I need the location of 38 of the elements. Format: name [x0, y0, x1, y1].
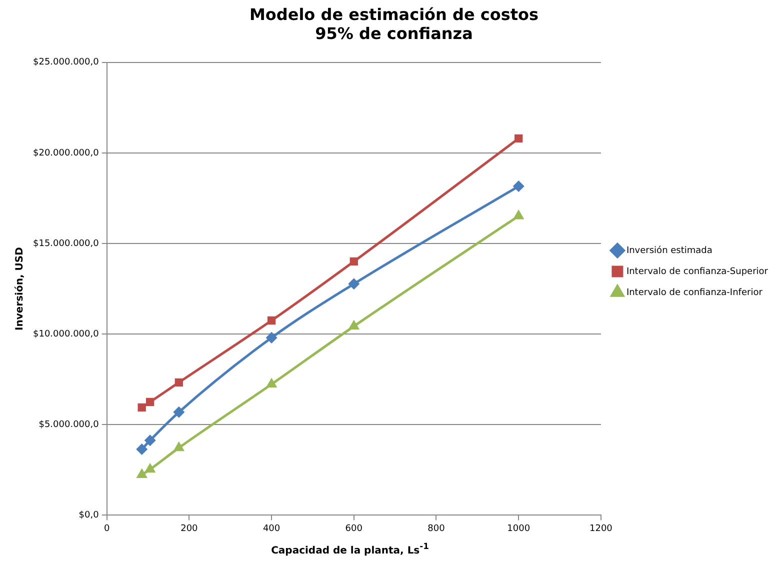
- point: [174, 406, 184, 418]
- legend-label: Intervalo de confianza-Inferior: [626, 288, 763, 298]
- point: [174, 378, 183, 387]
- text: Modelo de estimación de costos: [249, 4, 539, 24]
- x-tick-label: 1200: [589, 524, 613, 534]
- point: [514, 134, 523, 143]
- point: [513, 181, 524, 192]
- y-tick-label: $20.000.000,0: [33, 148, 100, 158]
- point: [266, 379, 276, 388]
- point: [144, 435, 156, 446]
- y-tick-label: $10.000.000,0: [33, 329, 100, 340]
- point: [174, 442, 184, 452]
- x-axis-title: Capacidad de la planta, Ls$^{-1}$: [270, 541, 430, 556]
- x-tick-label: 800: [428, 524, 446, 534]
- point: [349, 321, 359, 330]
- point: [348, 278, 360, 290]
- point: [146, 398, 154, 406]
- y-tick-label: $0,0: [78, 510, 100, 521]
- legend-label: Inversión estimada: [626, 244, 712, 256]
- y-tick-label: $5.000.000,0: [38, 420, 100, 430]
- x-tick-label: 400: [262, 524, 280, 534]
- legend-label: Intervalo de confianza-Superior: [626, 266, 768, 277]
- point: [138, 403, 146, 412]
- point: [136, 444, 148, 455]
- point: [145, 464, 155, 473]
- y-axis-title: Inversión, USD: [14, 247, 26, 330]
- point: [137, 470, 147, 478]
- x-tick-label: 200: [180, 524, 198, 534]
- x-tick-label: 1000: [507, 524, 530, 534]
- y-tick-label: $15.000.000,0: [33, 238, 100, 249]
- point: [350, 257, 358, 266]
- x-tick-label: 0: [104, 524, 110, 534]
- point: [514, 210, 524, 220]
- y-tick-label: $25.000.000,0: [33, 58, 100, 68]
- x-tick-label: 600: [345, 524, 363, 534]
- point: [267, 316, 276, 325]
- text: 95% de confianza: [315, 24, 473, 43]
- point: [266, 332, 277, 343]
